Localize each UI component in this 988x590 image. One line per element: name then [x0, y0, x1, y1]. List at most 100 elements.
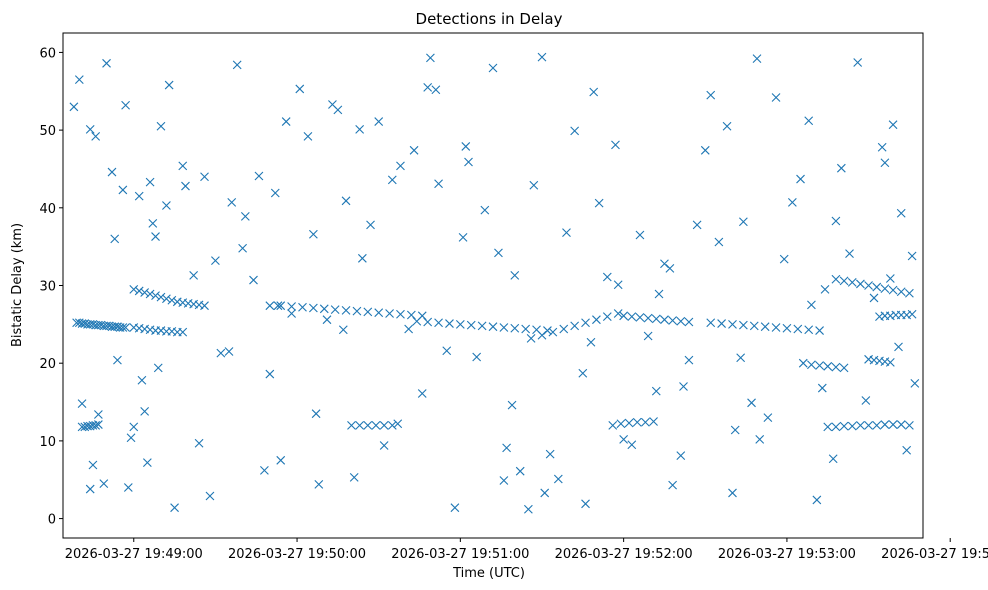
data-point	[374, 308, 384, 318]
data-point	[341, 305, 351, 315]
data-point	[613, 309, 623, 318]
data-point	[118, 185, 128, 195]
data-point	[93, 410, 103, 419]
y-tick-label: 30	[39, 280, 56, 295]
data-point	[232, 60, 242, 70]
data-point	[537, 52, 547, 62]
data-point	[240, 211, 250, 221]
data-point	[287, 302, 296, 311]
data-point	[472, 352, 482, 362]
data-point	[608, 420, 618, 430]
data-point	[836, 163, 846, 173]
data-point	[488, 322, 498, 332]
y-tick-label: 20	[39, 357, 56, 372]
data-point	[145, 177, 155, 187]
data-point	[880, 420, 890, 429]
data-point	[570, 321, 580, 331]
data-point	[510, 323, 520, 333]
data-point	[265, 301, 275, 311]
data-point	[91, 420, 101, 430]
data-point	[738, 320, 748, 330]
data-point	[896, 208, 906, 218]
x-tick-label: 2026-03-27 19:51:00	[391, 547, 529, 562]
data-point	[581, 499, 590, 509]
data-point	[85, 484, 95, 494]
data-point	[804, 116, 814, 126]
data-point	[379, 420, 389, 430]
data-point	[684, 317, 694, 327]
data-point	[548, 327, 558, 337]
data-point	[330, 305, 340, 314]
data-point	[189, 271, 199, 280]
data-point	[341, 196, 351, 206]
data-point	[123, 483, 133, 492]
data-point	[684, 355, 694, 365]
data-point	[831, 362, 841, 372]
data-point	[387, 175, 397, 185]
data-point	[679, 382, 688, 391]
data-point	[265, 369, 275, 379]
data-point	[847, 421, 857, 431]
data-point	[692, 220, 702, 230]
data-point	[238, 243, 248, 253]
data-point	[371, 420, 381, 430]
data-point	[458, 232, 468, 242]
data-point	[308, 303, 318, 313]
data-point	[85, 124, 95, 134]
data-point	[102, 58, 111, 68]
data-point	[845, 249, 854, 259]
data-point	[426, 53, 435, 63]
data-point	[74, 75, 84, 85]
data-point	[807, 360, 816, 370]
data-point	[287, 309, 296, 318]
data-point	[69, 102, 79, 112]
x-tick-label: 2026-03-27 19:49:00	[65, 547, 203, 562]
data-point	[224, 347, 234, 356]
data-point	[736, 353, 746, 363]
data-point	[523, 504, 533, 514]
y-tick-label: 60	[39, 46, 56, 61]
data-point	[905, 288, 914, 298]
data-point	[828, 454, 838, 464]
data-point	[651, 386, 661, 396]
data-point	[170, 503, 179, 513]
data-point	[747, 398, 756, 408]
data-point	[676, 451, 686, 461]
data-point	[314, 480, 324, 489]
data-point	[804, 325, 814, 335]
data-point	[164, 80, 174, 90]
x-tick-label: 2026-03-27 19:54:00	[881, 547, 988, 562]
y-axis: 0 10 20 30 40 50 60	[39, 46, 63, 528]
data-point	[466, 320, 476, 330]
x-tick-label: 2026-03-27 19:50:00	[228, 547, 366, 562]
data-point	[700, 145, 710, 155]
data-point	[366, 220, 375, 230]
data-point	[869, 293, 879, 303]
data-point	[907, 309, 917, 319]
data-point	[602, 272, 612, 282]
data-point	[126, 433, 136, 443]
x-axis-label: Time (UTC)	[452, 566, 525, 581]
data-point	[660, 315, 669, 325]
data-point	[888, 285, 898, 295]
data-point	[434, 179, 443, 189]
data-point	[592, 315, 601, 325]
data-point	[121, 323, 130, 332]
data-point	[779, 254, 789, 264]
data-point	[162, 201, 171, 210]
data-point	[896, 420, 906, 429]
data-point	[281, 117, 291, 126]
data-point	[499, 323, 509, 332]
data-point	[831, 216, 841, 226]
data-point	[668, 316, 678, 325]
data-point	[423, 317, 433, 327]
data-point	[273, 301, 283, 311]
data-point	[276, 455, 286, 465]
data-point	[763, 413, 773, 422]
data-point	[872, 420, 882, 430]
data-point	[910, 379, 920, 388]
data-point	[333, 105, 343, 115]
data-point	[363, 307, 373, 317]
data-point	[385, 309, 394, 318]
x-tick-label: 2026-03-27 19:52:00	[555, 547, 693, 562]
